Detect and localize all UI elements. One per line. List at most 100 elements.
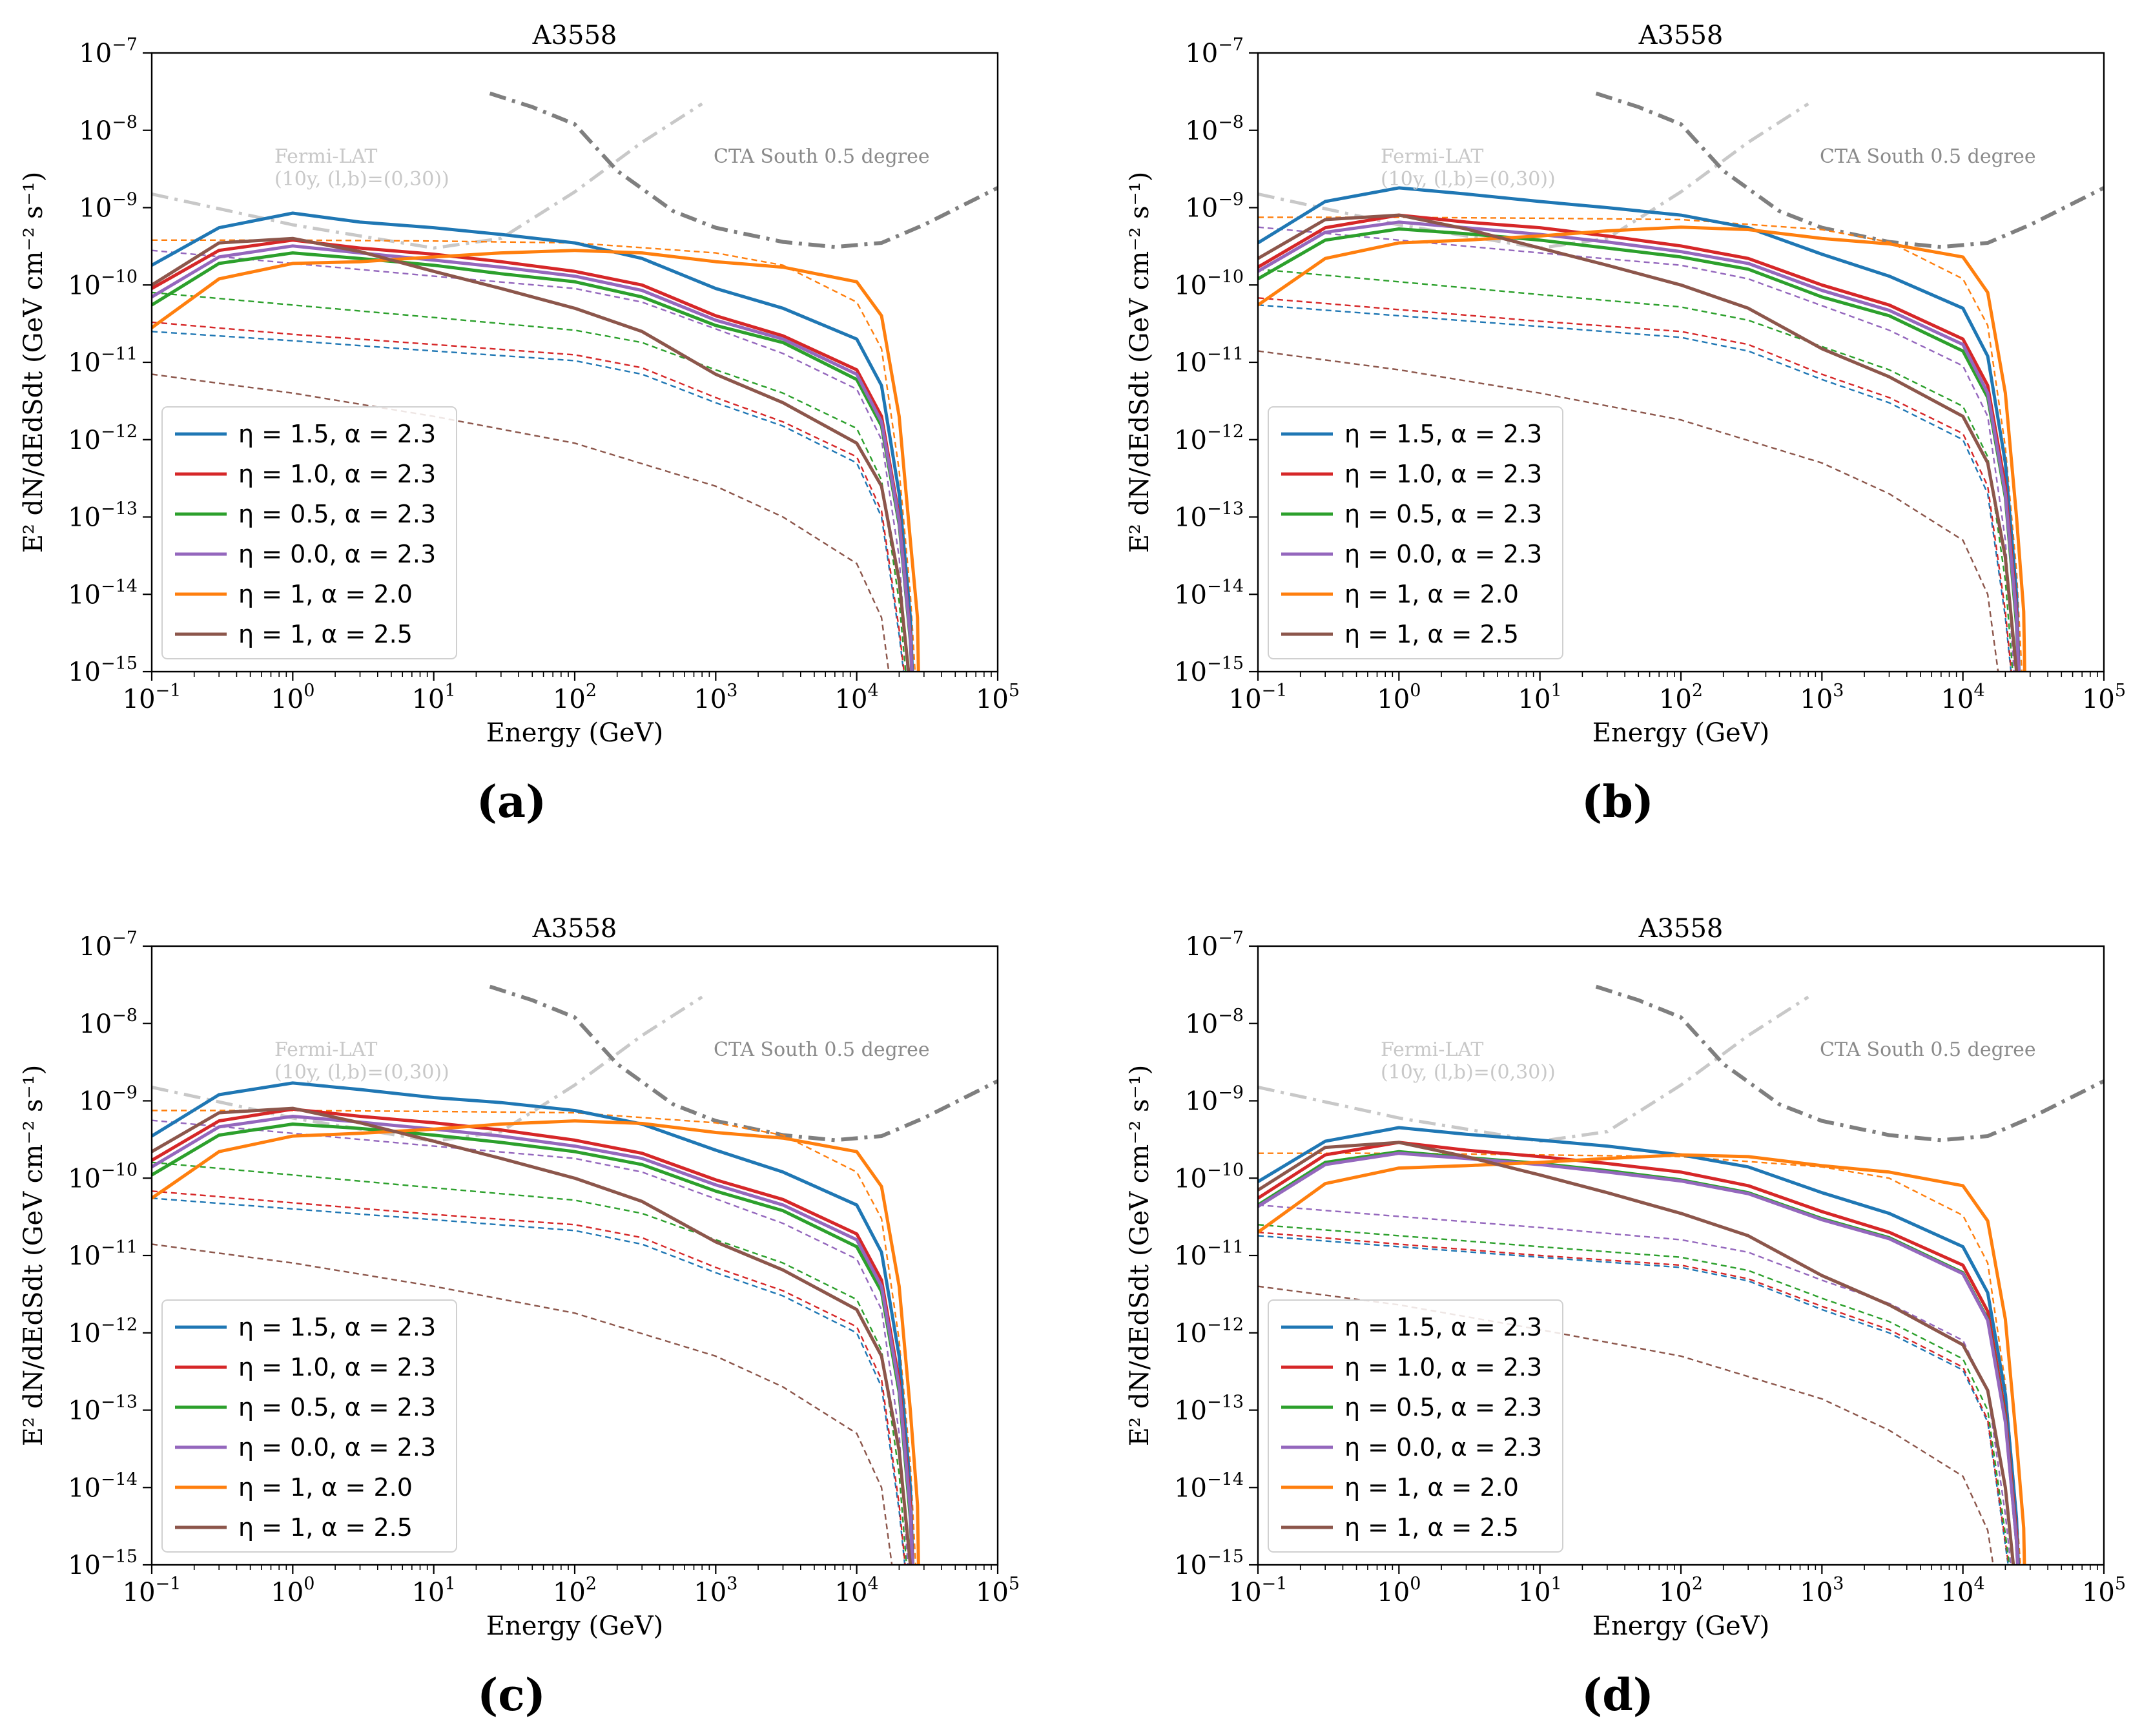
x-tick-label: 100 [1377,681,1421,714]
cta-annotation: CTA South 0.5 degree [714,145,930,168]
series-line-5 [152,236,911,672]
x-axis-label: Energy (GeV) [1592,1611,1769,1641]
y-tick-label: 10−13 [68,1392,138,1426]
y-tick-label: 10−9 [1185,1083,1244,1117]
legend-entry: η = 1, α = 2.0 [238,580,413,608]
y-tick-label: 10−9 [1185,190,1244,223]
x-tick-label: 103 [1800,1574,1844,1607]
x-tick-label: 101 [1518,681,1562,714]
chart-title: A3558 [532,21,617,50]
fermi-annotation: Fermi-LAT [1381,1038,1483,1061]
y-tick-label: 10−13 [68,499,138,533]
dashed-series-line-0 [152,331,905,672]
dashed-series-line-5 [152,1243,893,1565]
series-line-5 [1258,1141,2015,1565]
legend-entry: η = 0.5, α = 2.3 [1344,500,1542,528]
x-tick-label: 102 [1659,1574,1703,1607]
series-line-3 [1258,220,2021,672]
y-tick-label: 10−7 [1185,35,1244,68]
dashed-series-line-2 [1258,1224,2010,1565]
legend-entry: η = 1, α = 2.5 [238,620,413,648]
x-tick-label: 104 [1941,1574,1985,1607]
dashed-series-line-5 [1258,350,1999,672]
y-tick-label: 10−10 [68,1160,138,1194]
x-tick-label: 105 [2082,1574,2126,1607]
y-tick-label: 10−12 [1174,1315,1244,1348]
fermi-annotation-sub: (10y, (l,b)=(0,30)) [274,1061,449,1084]
y-axis-label: E² dN/dEdSdt (GeV cm⁻² s⁻¹) [19,172,48,553]
y-tick-label: 10−10 [68,267,138,300]
legend-entry: η = 1.0, α = 2.3 [238,460,436,488]
fermi-annotation-sub: (10y, (l,b)=(0,30)) [1381,168,1556,191]
y-axis-label: E² dN/dEdSdt (GeV cm⁻² s⁻¹) [19,1065,48,1447]
legend: η = 1.5, α = 2.3 η = 1.0, α = 2.3 η = 0.5,… [161,406,457,659]
x-tick-label: 105 [976,681,1020,714]
y-tick-label: 10−10 [1174,1160,1244,1194]
x-tick-label: 104 [835,1574,879,1607]
x-tick-label: 102 [553,681,597,714]
x-tick-label: 10−1 [1229,1574,1288,1607]
series-line-5 [152,1106,912,1565]
x-tick-label: 10−1 [1229,681,1288,714]
legend-entry: η = 1, α = 2.5 [238,1513,413,1542]
y-tick-label: 10−11 [68,344,138,378]
legend-entry: η = 1, α = 2.0 [238,1473,413,1502]
legend: η = 1.5, α = 2.3 η = 1.0, α = 2.3 η = 0.5,… [161,1299,457,1553]
x-tick-label: 10−1 [123,681,181,714]
y-tick-label: 10−7 [79,928,138,962]
plot-area [152,91,998,672]
plot-area [152,984,998,1565]
legend-box [161,1299,457,1553]
dashed-series-line-2 [152,1161,908,1565]
y-tick-label: 10−12 [68,1315,138,1348]
dashed-series-line-0 [1258,304,2012,672]
legend-entry: η = 0.0, α = 2.3 [1344,1433,1542,1462]
fermi-annotation: Fermi-LAT [1381,145,1483,168]
panel-label: (a) [477,776,546,828]
y-tick-label: 10−14 [68,576,138,610]
legend-entry: η = 0.5, α = 2.3 [1344,1393,1542,1421]
x-tick-label: 100 [1377,1574,1421,1607]
legend-entry: η = 1.5, α = 2.3 [238,420,436,448]
chart-title: A3558 [1638,21,1724,50]
fermi-annotation-sub: (10y, (l,b)=(0,30)) [1381,1061,1556,1084]
series-line-4 [1258,1153,2026,1565]
dashed-series-line-1 [152,1190,906,1565]
x-tick-label: 105 [2082,681,2126,714]
legend-entry: η = 1.0, α = 2.3 [238,1353,436,1381]
y-tick-label: 10−12 [1174,422,1244,455]
cta-annotation: CTA South 0.5 degree [1820,145,2036,168]
fermi-sensitivity-line [1258,102,1809,250]
x-tick-label: 104 [1941,681,1985,714]
series-line-0 [1258,186,2021,672]
fermi-annotation: Fermi-LAT [274,145,377,168]
x-tick-label: 103 [694,681,737,714]
dashed-series-line-1 [152,321,905,672]
legend-entry: η = 0.5, α = 2.3 [238,500,436,528]
y-tick-label: 10−8 [1185,1006,1244,1039]
cta-sensitivity-line [489,91,998,249]
y-tick-label: 10−10 [1174,267,1244,300]
legend-entry: η = 1, α = 2.5 [1344,1513,1519,1542]
panel-label: (b) [1581,776,1654,828]
chart-title: A3558 [532,914,617,944]
cta-sensitivity-line [489,984,998,1142]
dashed-series-line-3 [1258,1204,2012,1565]
chart-title: A3558 [1638,914,1724,944]
y-tick-label: 10−15 [68,1547,138,1580]
y-tick-label: 10−9 [79,1083,138,1117]
legend-box [161,406,457,659]
y-tick-label: 10−14 [1174,1469,1244,1503]
x-tick-label: 102 [553,1574,597,1607]
y-tick-label: 10−15 [1174,654,1244,687]
fermi-sensitivity-line [152,995,703,1143]
series-line-4 [1258,225,2026,672]
y-tick-label: 10−11 [1174,344,1244,378]
y-tick-label: 10−11 [68,1237,138,1271]
y-tick-label: 10−7 [79,35,138,68]
series-line-3 [152,244,914,672]
series-line-0 [1258,1126,2021,1565]
x-tick-label: 101 [412,1574,456,1607]
x-tick-label: 100 [271,681,314,714]
